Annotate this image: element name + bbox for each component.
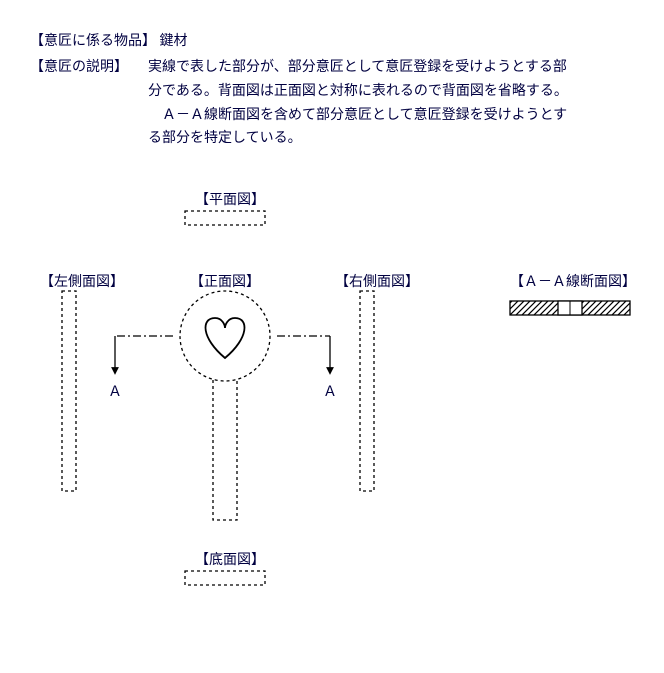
diagram-area: 【平面図】 【左側面図】 【正面図】 【右側面図】 【Ａ－Ａ線断面図】 【底面図… [30,171,634,621]
description-label: 【意匠の説明】 [30,56,128,76]
diagram-svg [30,171,634,621]
description-body: 実線で表した部分が、部分意匠として意匠登録を受けようとする部 分である。背面図は… [148,56,568,151]
description-line: 実線で表した部分が、部分意匠として意匠登録を受けようとする部 [148,56,568,80]
article-line: 【意匠に係る物品】 鍵材 [30,30,634,50]
description-block: 【意匠の説明】 実線で表した部分が、部分意匠として意匠登録を受けようとする部 分… [30,56,634,151]
description-line: 分である。背面図は正面図と対称に表れるので背面図を省略する。 [148,80,568,104]
article-label: 【意匠に係る物品】 [30,34,156,49]
description-line: Ａ－Ａ線断面図を含めて部分意匠として意匠登録を受けようとす [148,104,568,128]
article-value: 鍵材 [160,34,188,49]
description-line: る部分を特定している。 [148,127,568,151]
